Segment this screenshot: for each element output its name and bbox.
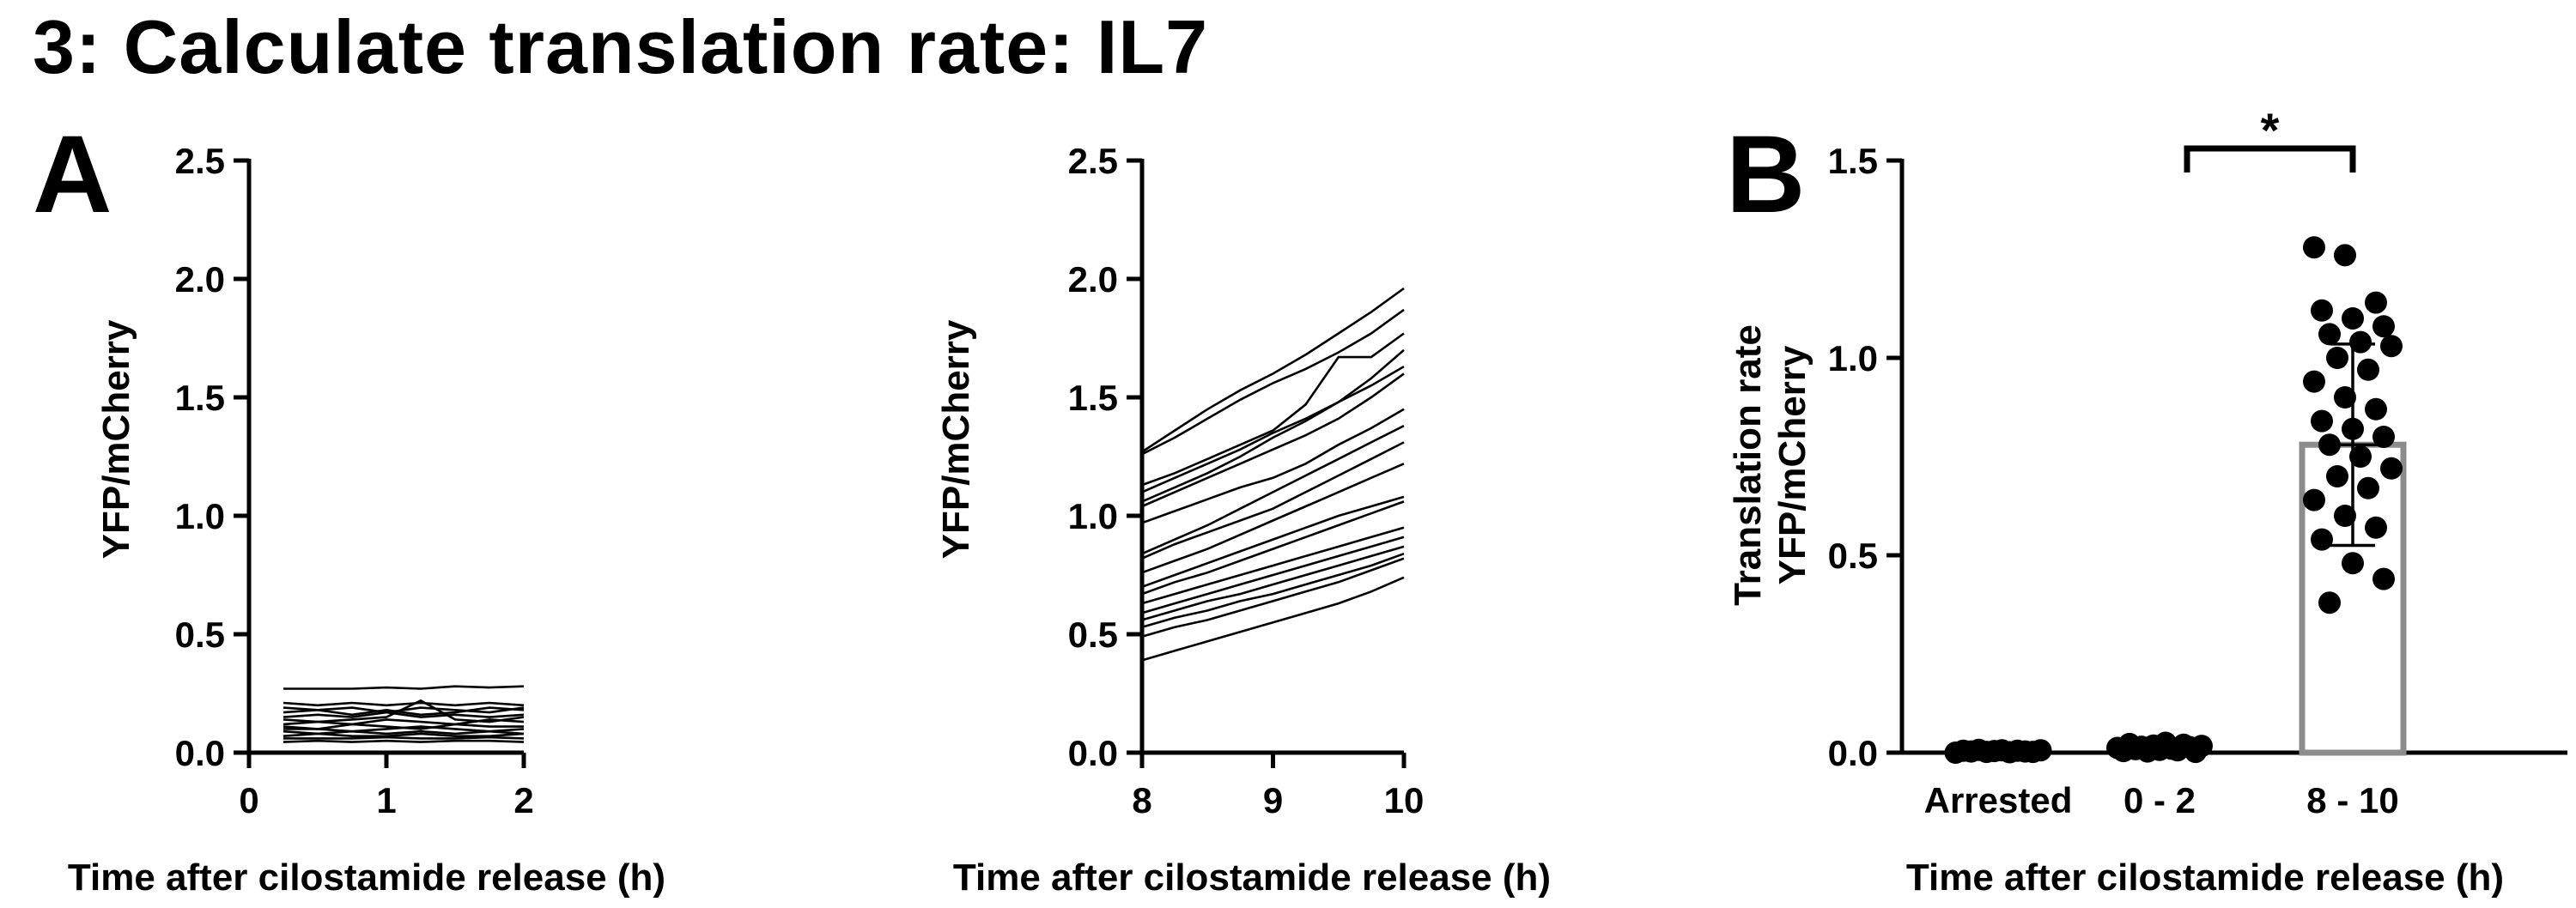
panel-a-left-y-axis-label: YFP/mCherry [95, 319, 137, 559]
panel-a-right-y-tick-label: 2.0 [1068, 259, 1118, 300]
panel-b-point [2190, 735, 2213, 758]
panel-b-point [2311, 409, 2333, 433]
panel-b-point [2334, 505, 2356, 527]
panel-a-right-x-tick-label: 8 [1132, 780, 1151, 820]
panel-letter-b: B [1726, 113, 1805, 236]
panel-a-right-trace-cell13 [1141, 526, 1405, 605]
panel-b-point [2311, 528, 2333, 551]
panel-a-right-y-tick-label: 1.5 [1068, 378, 1118, 418]
panel-b-x-tick-label: 0 - 2 [2123, 780, 2196, 820]
panel-a-right-trace-cell18 [1141, 576, 1405, 662]
panel-a-right-trace-cell10 [1141, 463, 1405, 574]
panel-a-right-trace-cell14 [1141, 536, 1405, 614]
panel-a-right-x-axis-label: Time after cilostamide release (h) [953, 857, 1551, 899]
panel-b-point [2357, 476, 2379, 499]
panel-a-left-y-tick-label: 1.5 [175, 378, 225, 418]
panel-a-right-x-tick-label: 9 [1263, 780, 1283, 820]
figure-title: 3: Calculate translation rate: IL7 [33, 4, 1209, 89]
panel-a-right-trace-cell2 [1141, 308, 1405, 456]
panel-b-point [2303, 370, 2325, 393]
panel-b-y-axis-label-line: YFP/mCherry [1771, 345, 1814, 584]
panel-b-y-tick-label: 0.5 [1828, 536, 1878, 576]
panel-b-point [2365, 516, 2387, 539]
panel-b-point [2349, 445, 2372, 468]
panel-b-point [2380, 335, 2403, 358]
panel-b-significance-bracket [2184, 145, 2356, 173]
panel-a-left-y-tick-label: 2.0 [175, 259, 225, 300]
panel-a-left-y-tick-label: 1.0 [175, 496, 225, 536]
panel-b-point [2303, 488, 2325, 512]
panel-a-left-x-axis-label: Time after cilostamide release (h) [68, 857, 665, 899]
panel-a-right-y-tick-label: 2.5 [1068, 141, 1118, 181]
panel-a-right-trace-cell8 [1141, 424, 1405, 555]
panel-b-y-tick-label: 0.0 [1828, 733, 1878, 773]
panel-b-point [2334, 244, 2356, 267]
panel-b-point [2380, 457, 2403, 480]
panel-b-point [2372, 567, 2395, 590]
panel-b-point [2303, 236, 2325, 259]
panel-b-point [2365, 397, 2387, 421]
panel-b-x-tick-label: Arrested [1924, 780, 2073, 820]
panel-b-point [2318, 591, 2341, 614]
panel-b-point [2029, 739, 2052, 762]
panel-b-point [2326, 465, 2348, 487]
panel-a-right-y-tick-label: 0.0 [1068, 733, 1118, 773]
panel-a-right-trace-cell15 [1141, 545, 1405, 621]
panel-a-right-trace-cell11 [1141, 495, 1405, 589]
plot-layer: 0.0 0.5 1.0 1.5 2.0 2.5 YFP/mCherry 0 1 2 Time aft… [68, 103, 2567, 899]
panel-a-right-trace-cell1 [1141, 287, 1405, 453]
panel-a-right-trace-cell16 [1141, 552, 1405, 628]
panel-a-left-x-tick-label: 0 [239, 780, 258, 820]
panel-letter-a: A [33, 113, 112, 236]
panel-a-left-trace-cell4 [283, 706, 525, 717]
panel-a-left-trace-cell1 [283, 685, 525, 690]
panel-a-right-trace-cell17 [1141, 557, 1405, 639]
panel-b-point [2311, 299, 2333, 322]
panel-a-right-trace-cell4 [1141, 348, 1405, 493]
panel-b-point [2318, 323, 2341, 346]
panel-a-right-trace-cell6 [1141, 372, 1405, 508]
panel-b-y-axis-label-line: Translation rate [1727, 324, 1769, 606]
panel-a-right-trace-cell12 [1141, 500, 1405, 596]
panel-a-left-x-tick-label: 2 [513, 780, 533, 820]
panel-a-left-trace-cell11 [283, 732, 525, 737]
panel-b-significance-label: * [2261, 103, 2280, 157]
panel-b-y-axis-label: Translation rateYFP/mCherry [1727, 324, 1814, 606]
panel-a-right-y-axis-label: YFP/mCherry [935, 319, 977, 559]
panel-a-right-x-tick-label: 10 [1384, 780, 1425, 820]
panel-b-point [2372, 315, 2395, 338]
panel-a-left-trace-cell7 [283, 718, 525, 726]
panel-b-y-tick-label: 1.0 [1828, 338, 1878, 378]
panel-b-point [2342, 307, 2364, 330]
panel-a-left-y-tick-label: 0.5 [175, 614, 225, 655]
panel-a-right-trace-cell5 [1141, 365, 1405, 503]
panel-b-point [2365, 291, 2387, 314]
panel-a-left-trace-cell2 [283, 701, 525, 707]
panel-a-left-y-tick-label: 0.0 [175, 733, 225, 773]
panel-b-point [2349, 330, 2372, 354]
panel-a-right-trace-cell7 [1141, 408, 1405, 524]
panel-b-point [2334, 386, 2356, 409]
panel-a-right-y-tick-label: 1.0 [1068, 496, 1118, 536]
panel-b-y-tick-label: 1.5 [1828, 141, 1878, 181]
panel-a-left-x-tick-label: 1 [376, 780, 396, 820]
panel-b-point [2357, 358, 2379, 381]
panel-b-x-axis-label: Time after cilostamide release (h) [1906, 857, 2504, 899]
panel-b-point [2372, 426, 2395, 448]
panel-a-left-trace-cell13 [283, 739, 525, 743]
panel-a-right-trace-cell3 [1141, 332, 1405, 487]
panel-b-point [2326, 347, 2348, 369]
panel-a-left-trace-cell5 [283, 711, 525, 718]
panel-b-point [2342, 552, 2364, 575]
panel-a-right-y-tick-label: 0.5 [1068, 614, 1118, 655]
panel-b-x-tick-label: 8 - 10 [2306, 780, 2398, 820]
panel-a-left-y-tick-label: 2.5 [175, 141, 225, 181]
panel-a-right-trace-cell9 [1141, 441, 1405, 560]
panel-a-left-trace-cell12 [283, 735, 525, 740]
